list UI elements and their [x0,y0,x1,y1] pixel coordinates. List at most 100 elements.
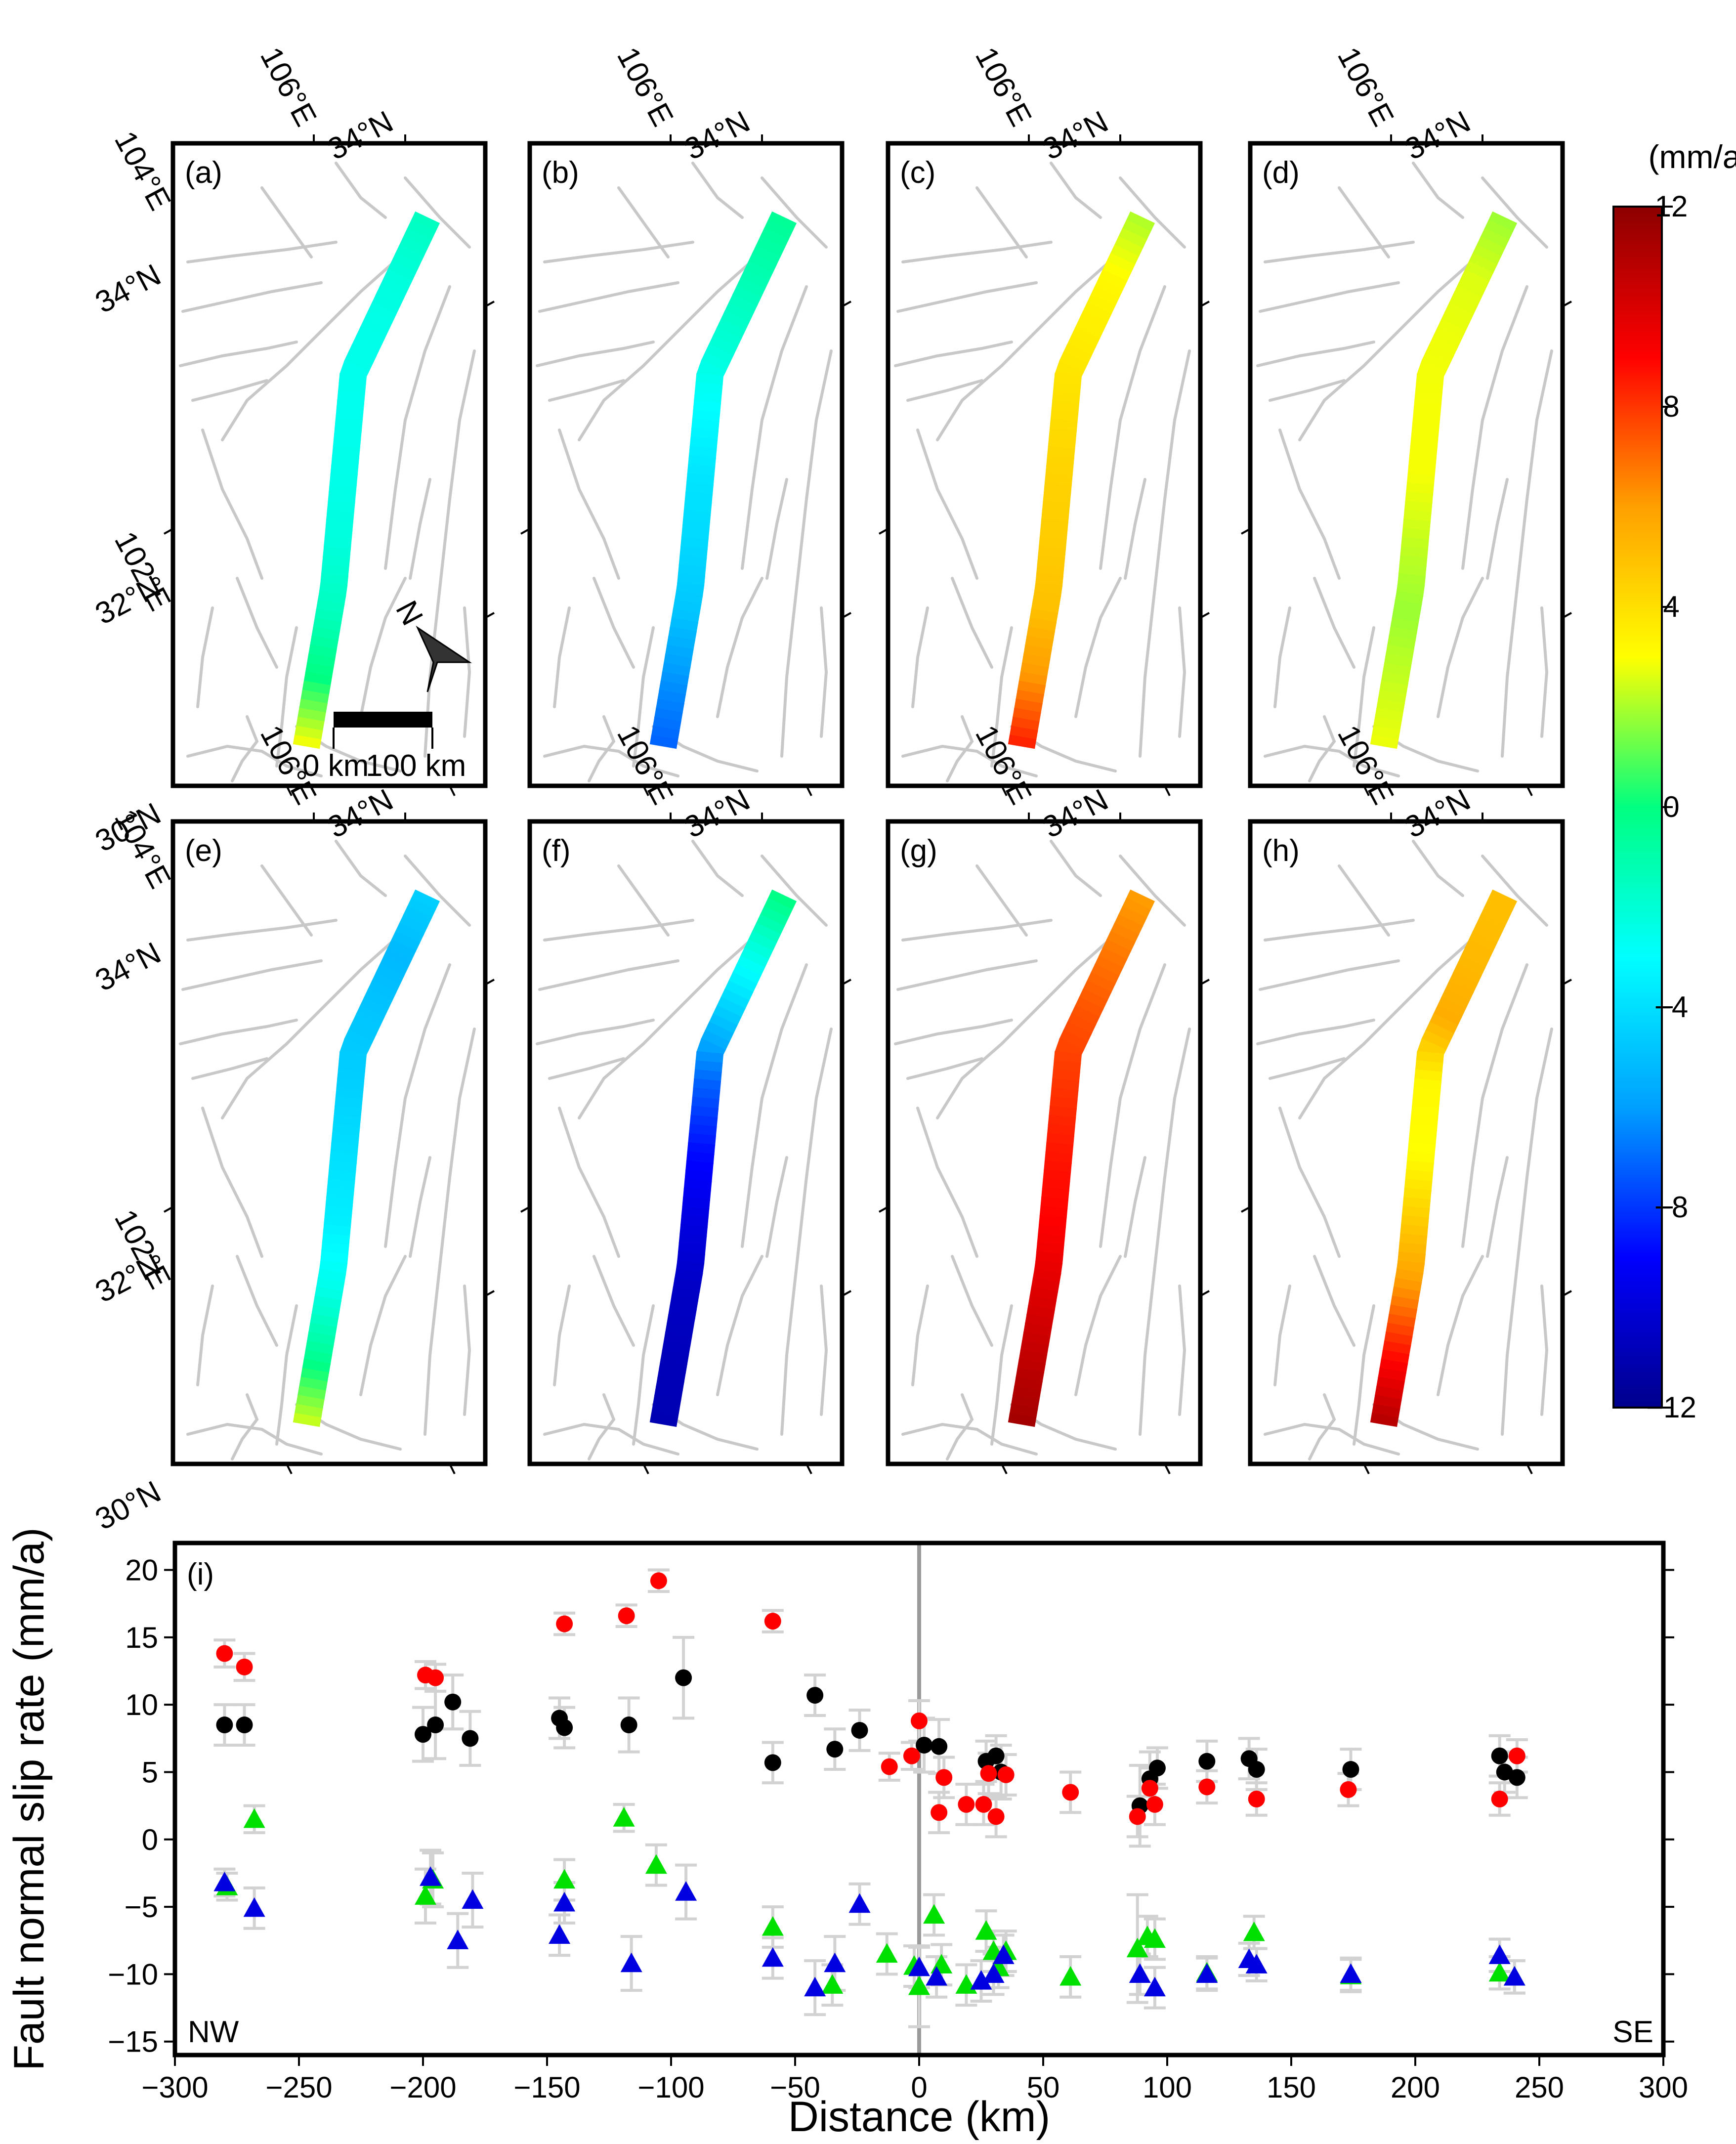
frame-tick [1562,300,1572,307]
data-point-triangle [1143,1928,1166,1948]
y-tick-label: 0 [142,1823,158,1856]
data-point-circle [427,1669,444,1686]
y-tick-label: 10 [125,1688,158,1721]
north-arrow-icon [416,625,472,692]
data-point-triangle [876,1943,898,1963]
fault-trace [1461,963,1528,1248]
data-point-circle [444,1693,462,1711]
fault-trace [553,606,571,708]
frame-tick [1001,785,1008,796]
fault-trace [1461,285,1528,570]
data-point-triangle [447,1930,469,1949]
fault-trace [975,864,1028,937]
frame-tick [1562,1290,1572,1297]
frame-ticks [1241,134,1572,796]
panel-label: (b) [542,156,579,190]
fault-trace [1119,855,1186,927]
fault-trace [1256,341,1375,367]
fault-trace [1074,577,1122,718]
colorbar-unit: (mm/a) [1649,138,1736,175]
data-point-circle [958,1796,975,1813]
data-point-triangle [1196,1963,1218,1983]
data-point-triangle [824,1952,846,1972]
fault-trace [716,1255,763,1396]
frame-tick [1241,528,1251,535]
fault-trace [384,285,451,570]
fault-trace [765,478,788,580]
map-panel-g: (g)106°E34°N [879,720,1210,1474]
fault-trace [896,281,1038,313]
fault-trace [1540,606,1549,738]
fault-trace [558,429,620,580]
fault-trace [975,186,1028,258]
data-point-circle [236,1716,253,1734]
data-point-circle [931,1804,948,1821]
fault-trace [423,1028,476,1436]
frame-tick [842,979,851,986]
fault-trace [916,1107,978,1258]
frame-tick [642,1463,649,1474]
data-point-circle [806,1687,824,1704]
y-tick-label: −5 [125,1890,158,1924]
fault-trace [181,959,323,991]
data-point-circle [1508,1747,1525,1764]
fault-strip-segment [1008,1413,1037,1427]
fault-trace [548,1057,625,1080]
data-point-triangle [762,1947,784,1967]
colorbar: (mm/a) 12 8 4 0 −4 −8 −12 [1612,138,1736,1424]
x-tick-label: 250 [1515,2071,1564,2104]
frame-ticks [1241,813,1572,1474]
fault-strip-segment [649,1413,678,1427]
fault-trace [901,1422,1038,1456]
frame-tick [164,1206,173,1213]
fault-trace [1273,1285,1291,1386]
x-tick-label: 150 [1267,2071,1316,2104]
data-point-triangle [804,1976,826,1997]
data-point-triangle [243,1897,265,1917]
fault-trace [894,1019,1013,1045]
data-point-triangle [613,1807,635,1827]
y-tick-label: −10 [108,1958,158,1991]
y-tick-label: 20 [125,1554,158,1587]
fault-trace [543,241,694,263]
data-point-triangle [415,1885,437,1905]
colorbar-ticks: 12 8 4 0 −4 −8 −12 [1646,190,1696,1424]
fault-strip-segment [1370,734,1399,749]
fault-trace [741,963,808,1248]
fault-trace [1501,349,1553,758]
data-point-triangle [1488,1962,1511,1982]
fault-trace [588,1393,616,1460]
fault-trace [536,341,655,367]
data-point-triangle [982,1963,1005,1983]
chart-ticks: −300 −250 −200 −150 −100 −50 0 50 100 150 200 250 30… [108,1554,1688,2104]
fault-trace [1099,963,1166,1248]
frame-tick [1200,300,1210,307]
fault-strip-segment [649,734,678,749]
data-point-triangle [213,1872,236,1891]
slip-rate-chart: −300 −250 −200 −150 −100 −50 0 50 100 150 200 250 30… [5,1527,1688,2141]
fault-trace [221,251,407,441]
fault-trace [191,1057,268,1080]
fault-trace [1313,577,1355,669]
fault-trace [1308,715,1336,782]
fault-trace [260,864,313,937]
frame-tick [1363,1463,1370,1474]
data-point-circle [415,1726,431,1743]
fault-trace [1119,176,1186,249]
colorbar-tick-label: 8 [1663,390,1679,423]
fault-trace [1338,864,1390,937]
colorbar-tick-label: −8 [1654,1191,1688,1224]
fault-trace [1269,1057,1346,1080]
frame-tick [805,785,812,796]
lat-label-left-bottom: 30°N [90,1474,167,1537]
fault-trace [186,744,323,777]
data-point-triangle [762,1916,784,1936]
fault-trace [201,1107,263,1258]
data-point-circle [916,1736,933,1754]
data-point-circle [931,1738,948,1755]
data-point-triangle [1503,1966,1525,1986]
chart-se-label: SE [1612,2015,1653,2049]
data-point-circle [1248,1761,1265,1778]
frame-tick [485,612,495,619]
fault-trace [593,577,635,669]
